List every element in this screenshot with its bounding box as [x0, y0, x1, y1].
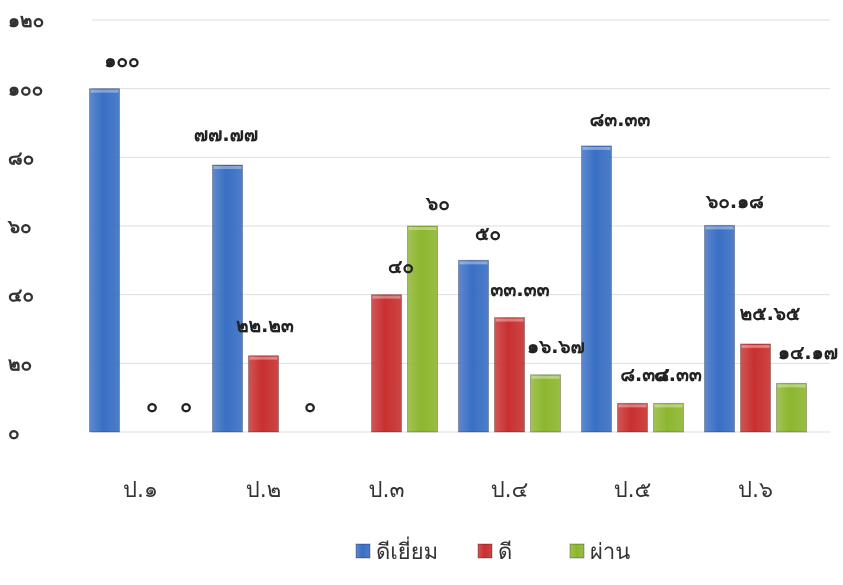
bar — [89, 88, 120, 433]
bar-highlight — [582, 146, 611, 150]
bar — [212, 164, 243, 433]
bar-highlight — [741, 344, 770, 348]
legend-swatch — [477, 543, 493, 559]
y-tick-label: ๐ — [8, 422, 20, 444]
bar-highlight — [459, 261, 488, 265]
data-label: ๒๒.๒๓ — [236, 315, 294, 337]
data-label: ๓๓.๓๓ — [490, 279, 549, 301]
bar-highlight — [408, 227, 437, 230]
x-category-label: ป.๑ — [123, 478, 158, 503]
bar-highlight — [531, 375, 560, 379]
y-tick-label: ๑๐๐ — [8, 79, 43, 101]
data-label: ๑๐๐ — [104, 50, 139, 72]
y-axis-ticks: ๐ ๒๐ ๔๐ ๖๐ ๘๐ ๑๐๐ ๑๒๐ — [7, 10, 44, 444]
data-label: ๒๕.๖๕ — [740, 303, 801, 325]
data-label: ๑๔.๑๗ — [778, 342, 838, 364]
x-category-label: ป.๖ — [738, 478, 773, 503]
y-tick-label: ๘๐ — [8, 147, 34, 169]
y-tick-label: ๔๐ — [8, 285, 34, 307]
bar — [617, 402, 648, 433]
bar — [776, 382, 807, 433]
x-category-label: ป.๓ — [369, 478, 405, 503]
data-label: ๔๐ — [388, 256, 414, 278]
x-axis-categories: ป.๑ ป.๒ ป.๓ ป.๔ ป.๕ ป.๖ — [123, 478, 773, 503]
bar — [494, 317, 525, 433]
data-label: ๘.๓๓ — [654, 364, 702, 386]
legend-swatch — [355, 543, 371, 559]
bar-highlight — [618, 404, 647, 408]
bar — [653, 402, 684, 433]
bar-highlight — [90, 89, 119, 93]
bar — [704, 224, 735, 433]
bar-highlight — [654, 404, 683, 408]
data-label: ๖๐.๑๘ — [705, 191, 764, 213]
data-label: ๐ — [180, 395, 192, 417]
bar — [407, 225, 438, 433]
bar — [371, 294, 402, 433]
data-label: ๘๓.๓๓ — [590, 109, 651, 131]
bar — [248, 355, 279, 433]
bar-highlight — [705, 226, 734, 230]
bars — [89, 88, 807, 433]
legend-label: ดีเยี่ยม — [376, 536, 438, 565]
bar — [740, 343, 771, 433]
data-label: ๗๗.๗๗ — [194, 124, 258, 146]
bar-highlight — [213, 165, 242, 169]
data-label: ๑๖.๖๗ — [527, 336, 585, 358]
y-tick-label: ๖๐ — [7, 216, 32, 238]
bar-highlight — [372, 295, 401, 299]
x-category-label: ป.๔ — [491, 478, 529, 503]
legend-label: ผ่าน — [590, 540, 630, 565]
bar — [530, 374, 561, 433]
y-tick-label: ๑๒๐ — [8, 10, 44, 32]
bar-highlight — [495, 318, 524, 322]
data-label: ๐ — [304, 395, 316, 417]
bar-highlight — [777, 384, 806, 388]
data-label: ๖๐ — [425, 193, 450, 215]
data-label: ๘.๓๔ — [620, 364, 669, 386]
data-label: ๕๐ — [475, 223, 501, 245]
x-category-label: ป.๕ — [614, 478, 652, 503]
bar-highlight — [249, 356, 278, 360]
y-tick-label: ๒๐ — [8, 353, 32, 375]
data-label: ๐ — [146, 395, 158, 417]
x-category-label: ป.๒ — [246, 478, 281, 503]
bar — [458, 259, 489, 433]
legend-swatch — [569, 543, 585, 559]
legend-label: ดี — [498, 540, 512, 565]
legend: ดีเยี่ยม ดี ผ่าน — [355, 536, 630, 565]
bar — [581, 145, 612, 433]
